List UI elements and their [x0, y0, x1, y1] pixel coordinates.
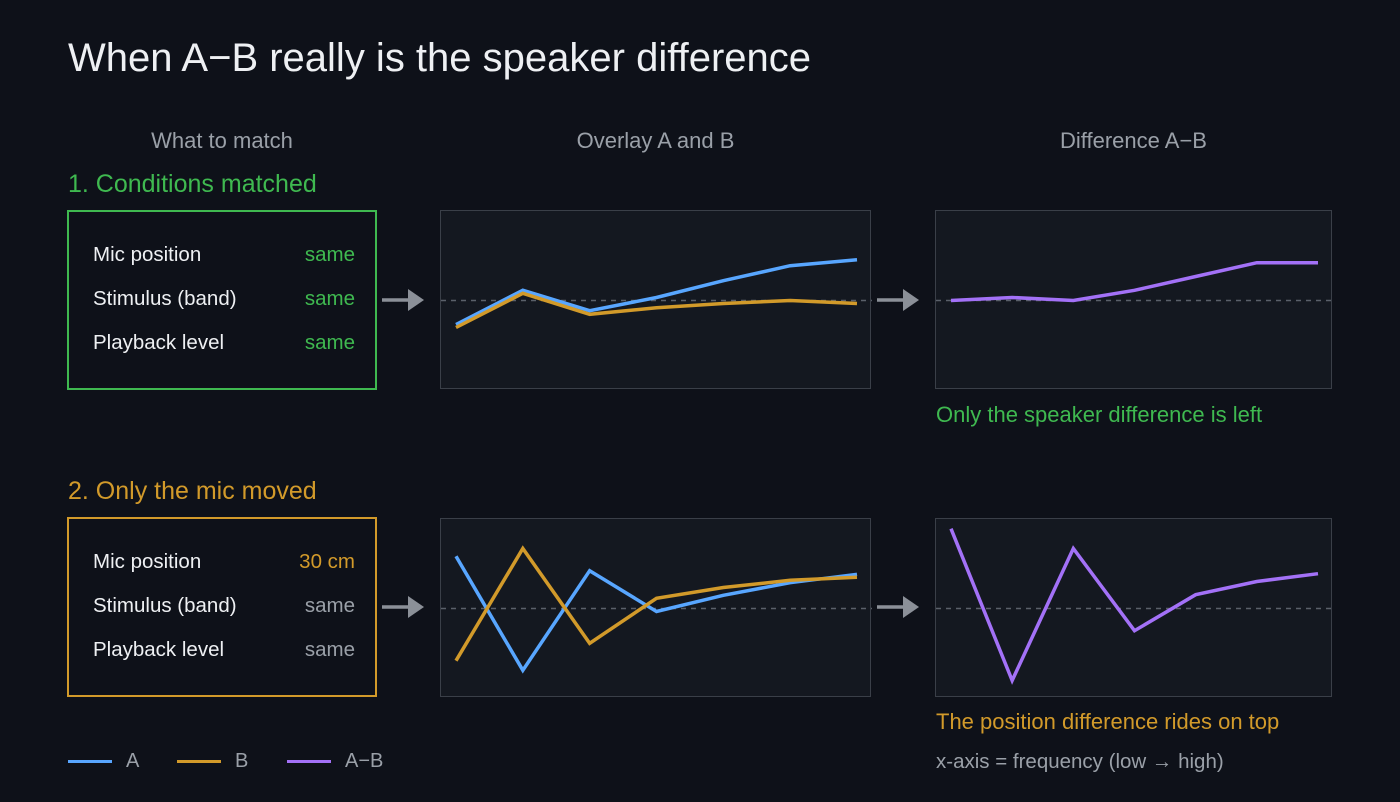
difference-chart-matched	[936, 260, 1333, 303]
row-heading-matched: 1. Conditions matched	[68, 170, 317, 198]
condition-value: same	[304, 594, 355, 617]
condition-row: Stimulus (band) same	[93, 287, 355, 317]
overlay-panel-matched	[440, 210, 872, 389]
overlay-chart-matched	[441, 257, 872, 330]
arrow-right-icon	[382, 596, 424, 618]
condition-label: Mic position	[93, 550, 202, 573]
legend-label-diff: A−B	[345, 750, 384, 772]
series-line-a	[454, 555, 858, 674]
page-title: When A−B really is the speaker differenc…	[68, 36, 812, 80]
condition-value: same	[304, 287, 355, 310]
column-header-match: What to match	[151, 128, 293, 153]
series-line-b	[455, 291, 858, 330]
condition-row: Mic position same	[93, 243, 355, 273]
condition-label: Stimulus (band)	[93, 287, 237, 310]
conditions-box-moved: Mic position 30 cm Stimulus (band) same …	[67, 517, 377, 697]
condition-row: Playback level same	[93, 331, 355, 361]
condition-row: Playback level same	[93, 638, 355, 668]
column-header-difference: Difference A−B	[1060, 128, 1207, 153]
legend-swatch-diff	[287, 760, 331, 763]
series-line-b	[454, 545, 858, 662]
difference-chart-moved	[936, 528, 1333, 685]
caption-matched: Only the speaker difference is left	[936, 402, 1263, 427]
condition-value: 30 cm	[299, 550, 355, 573]
arrow-right-icon	[382, 289, 424, 311]
condition-row: Mic position 30 cm	[93, 550, 355, 580]
legend-swatch-b	[177, 760, 221, 763]
condition-value: same	[304, 331, 355, 354]
condition-label: Playback level	[93, 638, 225, 661]
condition-label: Mic position	[93, 243, 202, 266]
condition-value: same	[304, 638, 355, 661]
arrow-right-icon	[877, 596, 919, 618]
series-line-diff	[950, 260, 1318, 303]
condition-row: Stimulus (band) same	[93, 594, 355, 624]
column-header-overlay: Overlay A and B	[576, 128, 735, 153]
condition-label: Playback level	[93, 331, 225, 354]
legend-label-a: A	[126, 750, 140, 772]
legend: A B A−B	[68, 750, 408, 776]
axis-note: x-axis = frequency (low → high)	[936, 750, 1224, 773]
series-line-a	[455, 257, 858, 327]
conditions-box-matched: Mic position same Stimulus (band) same P…	[67, 210, 377, 390]
caption-moved: The position difference rides on top	[936, 709, 1280, 734]
difference-panel-matched	[935, 210, 1333, 389]
row-heading-moved: 2. Only the mic moved	[68, 477, 317, 505]
overlay-chart-moved	[441, 545, 872, 674]
legend-label-b: B	[235, 750, 249, 772]
series-line-diff	[949, 528, 1319, 685]
overlay-panel-moved	[440, 518, 872, 697]
arrow-right-icon	[877, 289, 919, 311]
condition-label: Stimulus (band)	[93, 594, 237, 617]
condition-value: same	[304, 243, 355, 266]
difference-panel-moved	[935, 518, 1333, 697]
legend-swatch-a	[68, 760, 112, 763]
